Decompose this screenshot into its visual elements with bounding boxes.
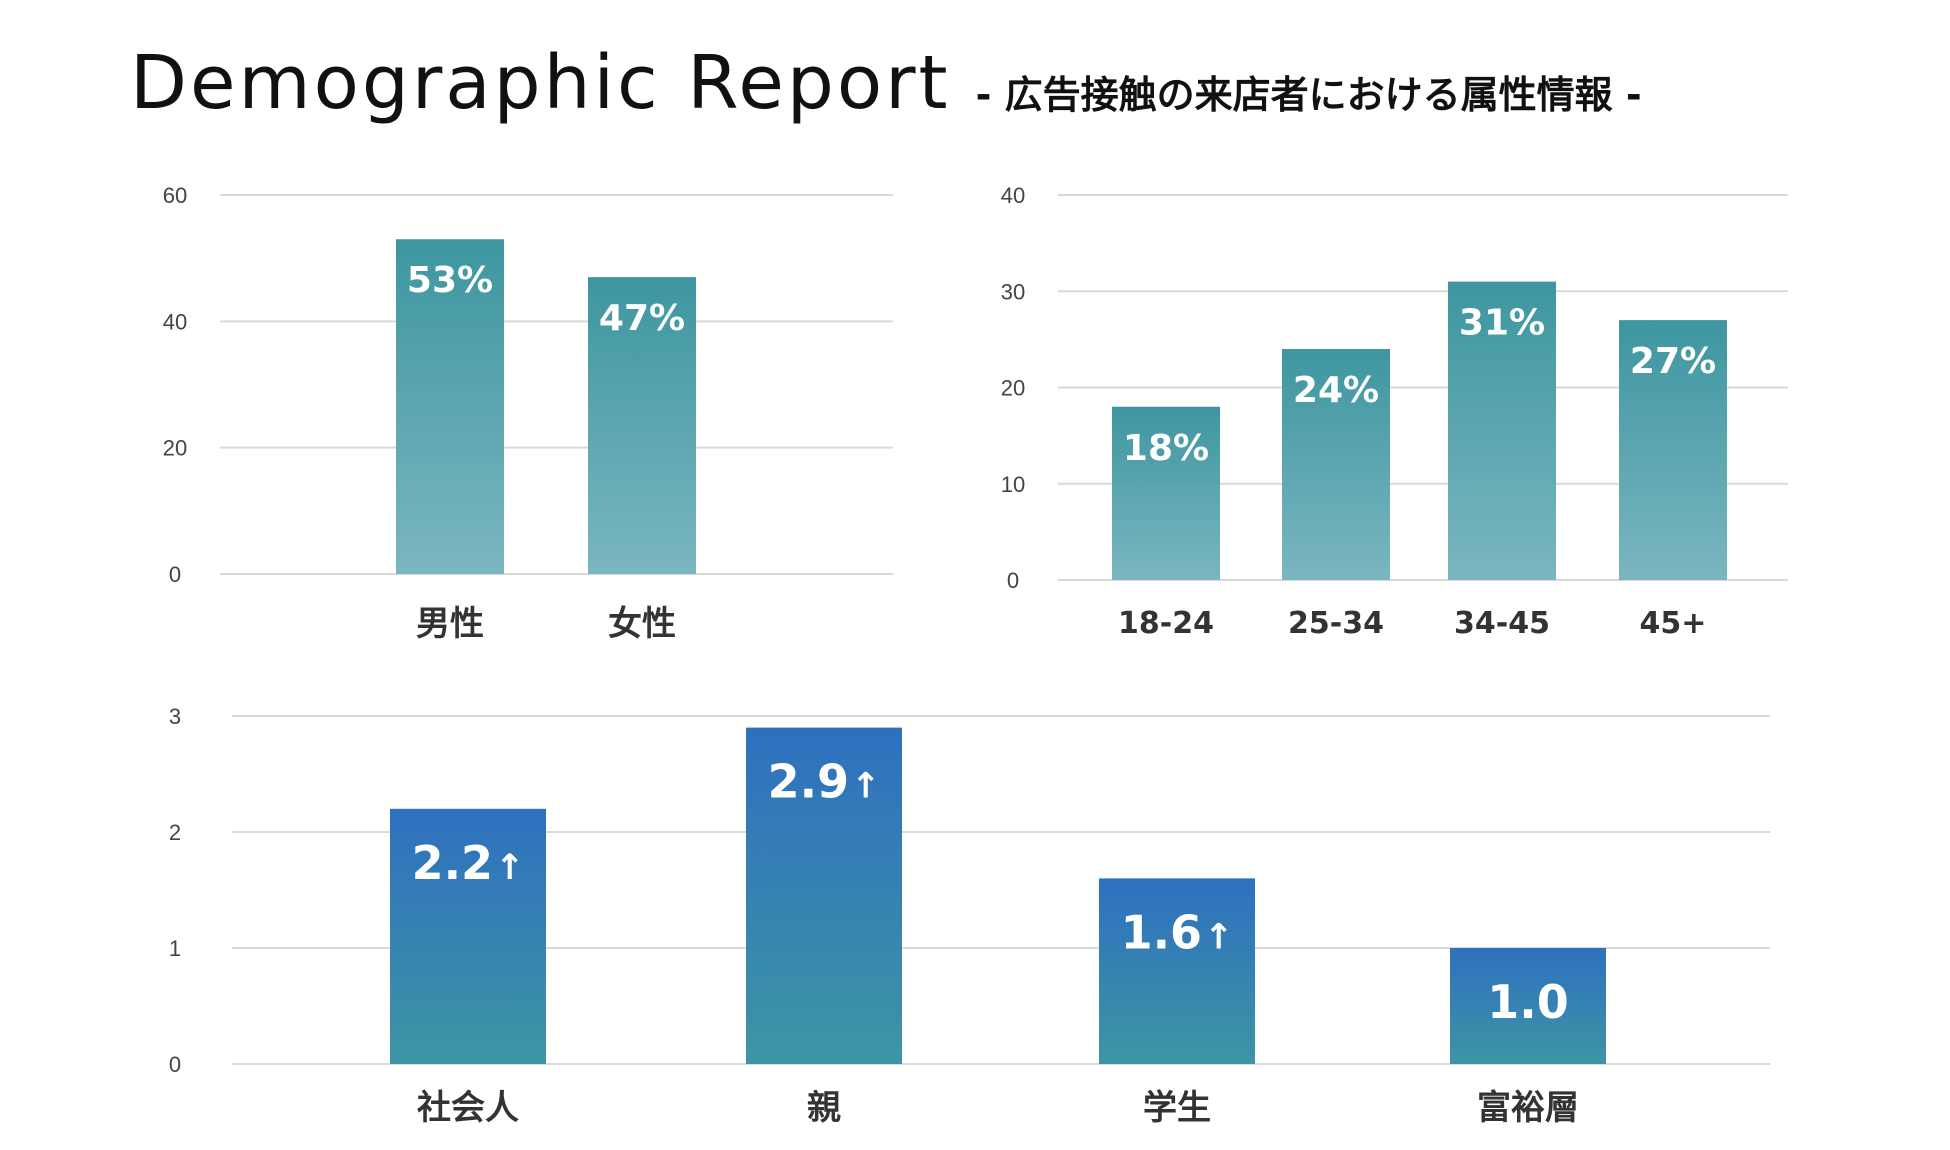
age-bar (1448, 281, 1556, 580)
y-tick-label: 40 (163, 309, 187, 334)
y-tick-label: 0 (169, 1052, 181, 1077)
segment-category-label: 学生 (1143, 1088, 1211, 1128)
age-data-label: 31% (1459, 303, 1545, 344)
page-title: Demographic Report (130, 40, 951, 126)
gender-data-label: 47% (599, 298, 685, 339)
segment-category-label: 親 (807, 1088, 841, 1128)
gender-bar (396, 239, 504, 574)
segment-category-label: 社会人 (417, 1088, 519, 1128)
y-tick-label: 20 (163, 436, 187, 461)
segment-category-label: 富裕層 (1477, 1088, 1579, 1128)
age-data-label: 27% (1630, 341, 1716, 382)
y-tick-label: 20 (1001, 376, 1025, 401)
gender-category-label: 男性 (416, 604, 484, 644)
gender-data-label: 53% (407, 260, 493, 301)
age-category-label: 18-24 (1118, 606, 1214, 641)
segment-bar (1450, 948, 1606, 1064)
y-tick-label: 0 (169, 562, 181, 587)
age-category-label: 45+ (1640, 606, 1707, 641)
gender-bar (588, 277, 696, 574)
y-tick-label: 0 (1007, 568, 1019, 593)
y-tick-label: 60 (163, 183, 187, 208)
page-subtitle: - 広告接触の来店者における属性情報 - (975, 73, 1642, 117)
age-bar (1112, 406, 1220, 580)
segment-data-label: 1.6↑ (1121, 905, 1234, 959)
age-category-label: 34-45 (1454, 606, 1550, 641)
y-tick-label: 10 (1001, 472, 1025, 497)
age-data-label: 24% (1293, 370, 1379, 411)
age-bar (1282, 349, 1390, 580)
age-data-label: 18% (1123, 428, 1209, 469)
gender-category-label: 女性 (608, 604, 676, 644)
age-bar (1619, 320, 1727, 580)
segment-bar (1099, 878, 1255, 1064)
segment-data-label: 1.0 (1487, 975, 1569, 1029)
segment-bar (390, 808, 546, 1064)
age-category-label: 25-34 (1288, 606, 1384, 641)
y-tick-label: 1 (169, 936, 181, 961)
y-tick-label: 40 (1001, 183, 1025, 208)
segment-bar (746, 727, 902, 1064)
report-header: Demographic Report - 広告接触の来店者における属性情報 - (130, 40, 1642, 140)
y-tick-label: 2 (169, 820, 181, 845)
y-tick-label: 3 (169, 704, 181, 729)
y-tick-label: 30 (1001, 279, 1025, 304)
